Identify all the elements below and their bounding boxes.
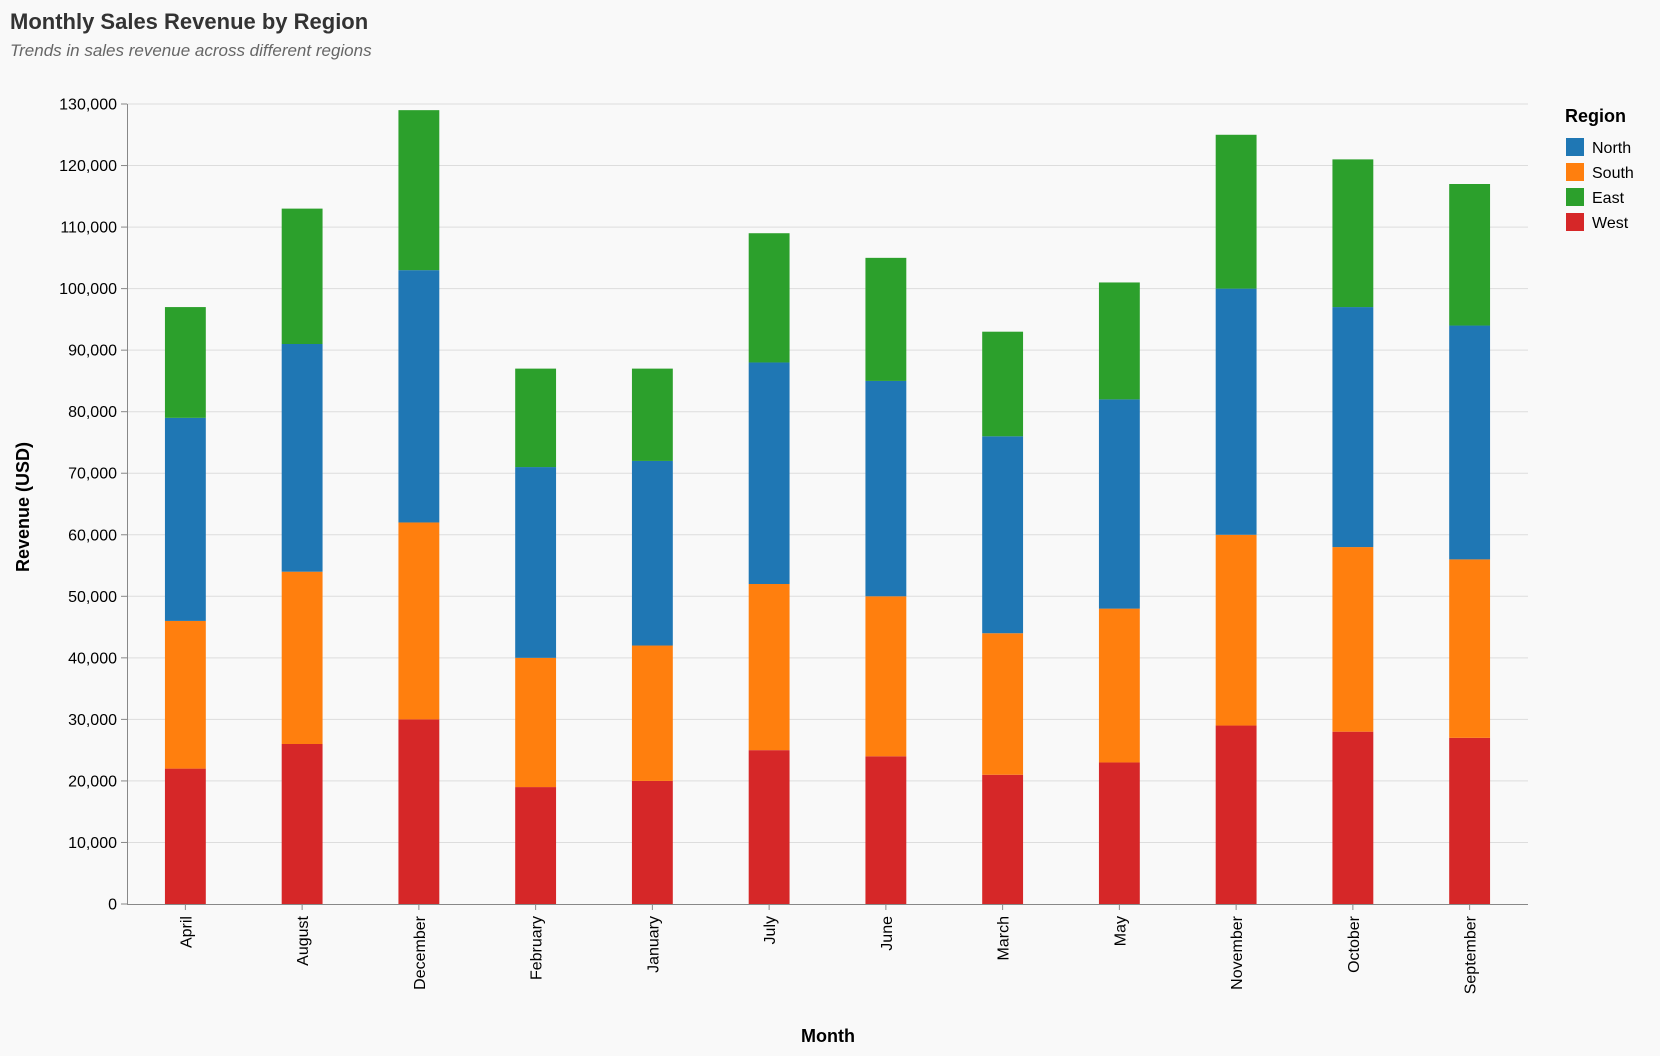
y-tick-label: 40,000 — [68, 650, 117, 667]
bar-south-january — [631, 645, 673, 781]
bar-north-june — [865, 380, 907, 597]
bar-south-may — [1098, 608, 1140, 763]
chart-subtitle: Trends in sales revenue across different… — [10, 41, 372, 60]
bar-north-september — [1449, 325, 1491, 560]
x-axis-title: Month — [801, 1026, 855, 1046]
chart-title: Monthly Sales Revenue by Region — [10, 9, 368, 34]
bar-east-september — [1449, 184, 1491, 326]
x-tick-label: September — [1463, 915, 1480, 994]
y-axis: 0 10,000 20,000 30,000 40,000 50,000 60,000 70,… — [59, 97, 128, 914]
bar-west-january — [631, 780, 673, 904]
y-tick-label: 110,000 — [60, 220, 117, 237]
bar-north-july — [748, 362, 790, 584]
y-tick-label: 70,000 — [68, 466, 117, 483]
x-tick-label: January — [645, 916, 662, 973]
legend: Region North South East West — [1565, 106, 1634, 232]
bar-west-march — [982, 774, 1024, 904]
y-tick-label: 60,000 — [68, 527, 117, 544]
y-tick-label: 100,000 — [59, 281, 117, 298]
gridlines — [127, 103, 1528, 843]
bar-south-december — [398, 522, 440, 720]
bar-north-august — [281, 344, 323, 572]
bar-south-november — [1215, 534, 1257, 726]
bar-north-march — [982, 436, 1024, 634]
y-tick-label: 120,000 — [59, 158, 117, 175]
x-axis: April August December February January July Ju… — [127, 904, 1528, 994]
bar-north-april — [164, 417, 206, 621]
bar-east-august — [281, 208, 323, 344]
bar-east-may — [1098, 282, 1140, 400]
x-tick-label: July — [762, 916, 779, 944]
bar-west-june — [865, 756, 907, 904]
x-tick-label: March — [996, 916, 1013, 960]
x-tick-label: May — [1112, 916, 1129, 946]
legend-label-west: West — [1592, 215, 1629, 232]
y-tick-label: 80,000 — [68, 404, 117, 421]
bar-east-october — [1332, 159, 1374, 308]
legend-swatch-south — [1566, 163, 1584, 181]
bar-west-august — [281, 744, 323, 904]
bar-west-july — [748, 750, 790, 904]
y-tick-label: 20,000 — [68, 773, 117, 790]
bar-north-november — [1215, 288, 1257, 535]
bar-west-november — [1215, 725, 1257, 904]
bar-west-september — [1449, 737, 1491, 904]
bar-east-december — [398, 110, 440, 271]
bar-west-may — [1098, 762, 1140, 904]
bar-north-december — [398, 270, 440, 523]
bar-north-october — [1332, 307, 1374, 548]
bar-east-july — [748, 233, 790, 363]
legend-label-south: South — [1592, 165, 1634, 182]
x-tick-label: February — [529, 916, 546, 980]
bar-south-february — [515, 657, 557, 788]
legend-swatch-north — [1566, 138, 1584, 156]
bar-west-october — [1332, 731, 1374, 904]
bar-south-june — [865, 596, 907, 757]
bar-south-march — [982, 633, 1024, 775]
bar-east-november — [1215, 134, 1257, 289]
bar-south-august — [281, 571, 323, 744]
bar-east-january — [631, 368, 673, 461]
y-tick-label: 0 — [108, 897, 117, 914]
bar-south-july — [748, 584, 790, 751]
bar-west-december — [398, 719, 440, 904]
x-tick-label: April — [178, 916, 195, 948]
legend-label-north: North — [1592, 140, 1631, 157]
y-tick-label: 130,000 — [59, 97, 117, 114]
legend-title: Region — [1565, 106, 1626, 126]
bars — [164, 110, 1491, 904]
y-tick-label: 10,000 — [68, 835, 117, 852]
bar-east-february — [515, 368, 557, 468]
bar-north-january — [631, 460, 673, 646]
bar-north-february — [515, 467, 557, 658]
bar-west-february — [515, 787, 557, 904]
legend-swatch-west — [1566, 213, 1584, 231]
bar-south-october — [1332, 547, 1374, 732]
x-tick-label: October — [1346, 915, 1363, 973]
x-tick-label: June — [879, 916, 896, 951]
x-tick-label: August — [295, 915, 312, 965]
bar-north-may — [1098, 399, 1140, 609]
bar-west-april — [164, 768, 206, 904]
bar-east-april — [164, 307, 206, 418]
y-tick-label: 90,000 — [68, 343, 117, 360]
x-tick-label: November — [1229, 915, 1246, 989]
legend-label-east: East — [1592, 190, 1625, 207]
y-tick-label: 50,000 — [68, 589, 117, 606]
x-tick-label: December — [412, 915, 429, 989]
legend-swatch-east — [1566, 188, 1584, 206]
bar-south-september — [1449, 559, 1491, 738]
bar-south-april — [164, 620, 206, 769]
y-tick-label: 30,000 — [68, 712, 117, 729]
y-axis-title: Revenue (USD) — [13, 442, 33, 572]
bar-east-june — [865, 257, 907, 381]
bar-east-march — [982, 331, 1024, 437]
